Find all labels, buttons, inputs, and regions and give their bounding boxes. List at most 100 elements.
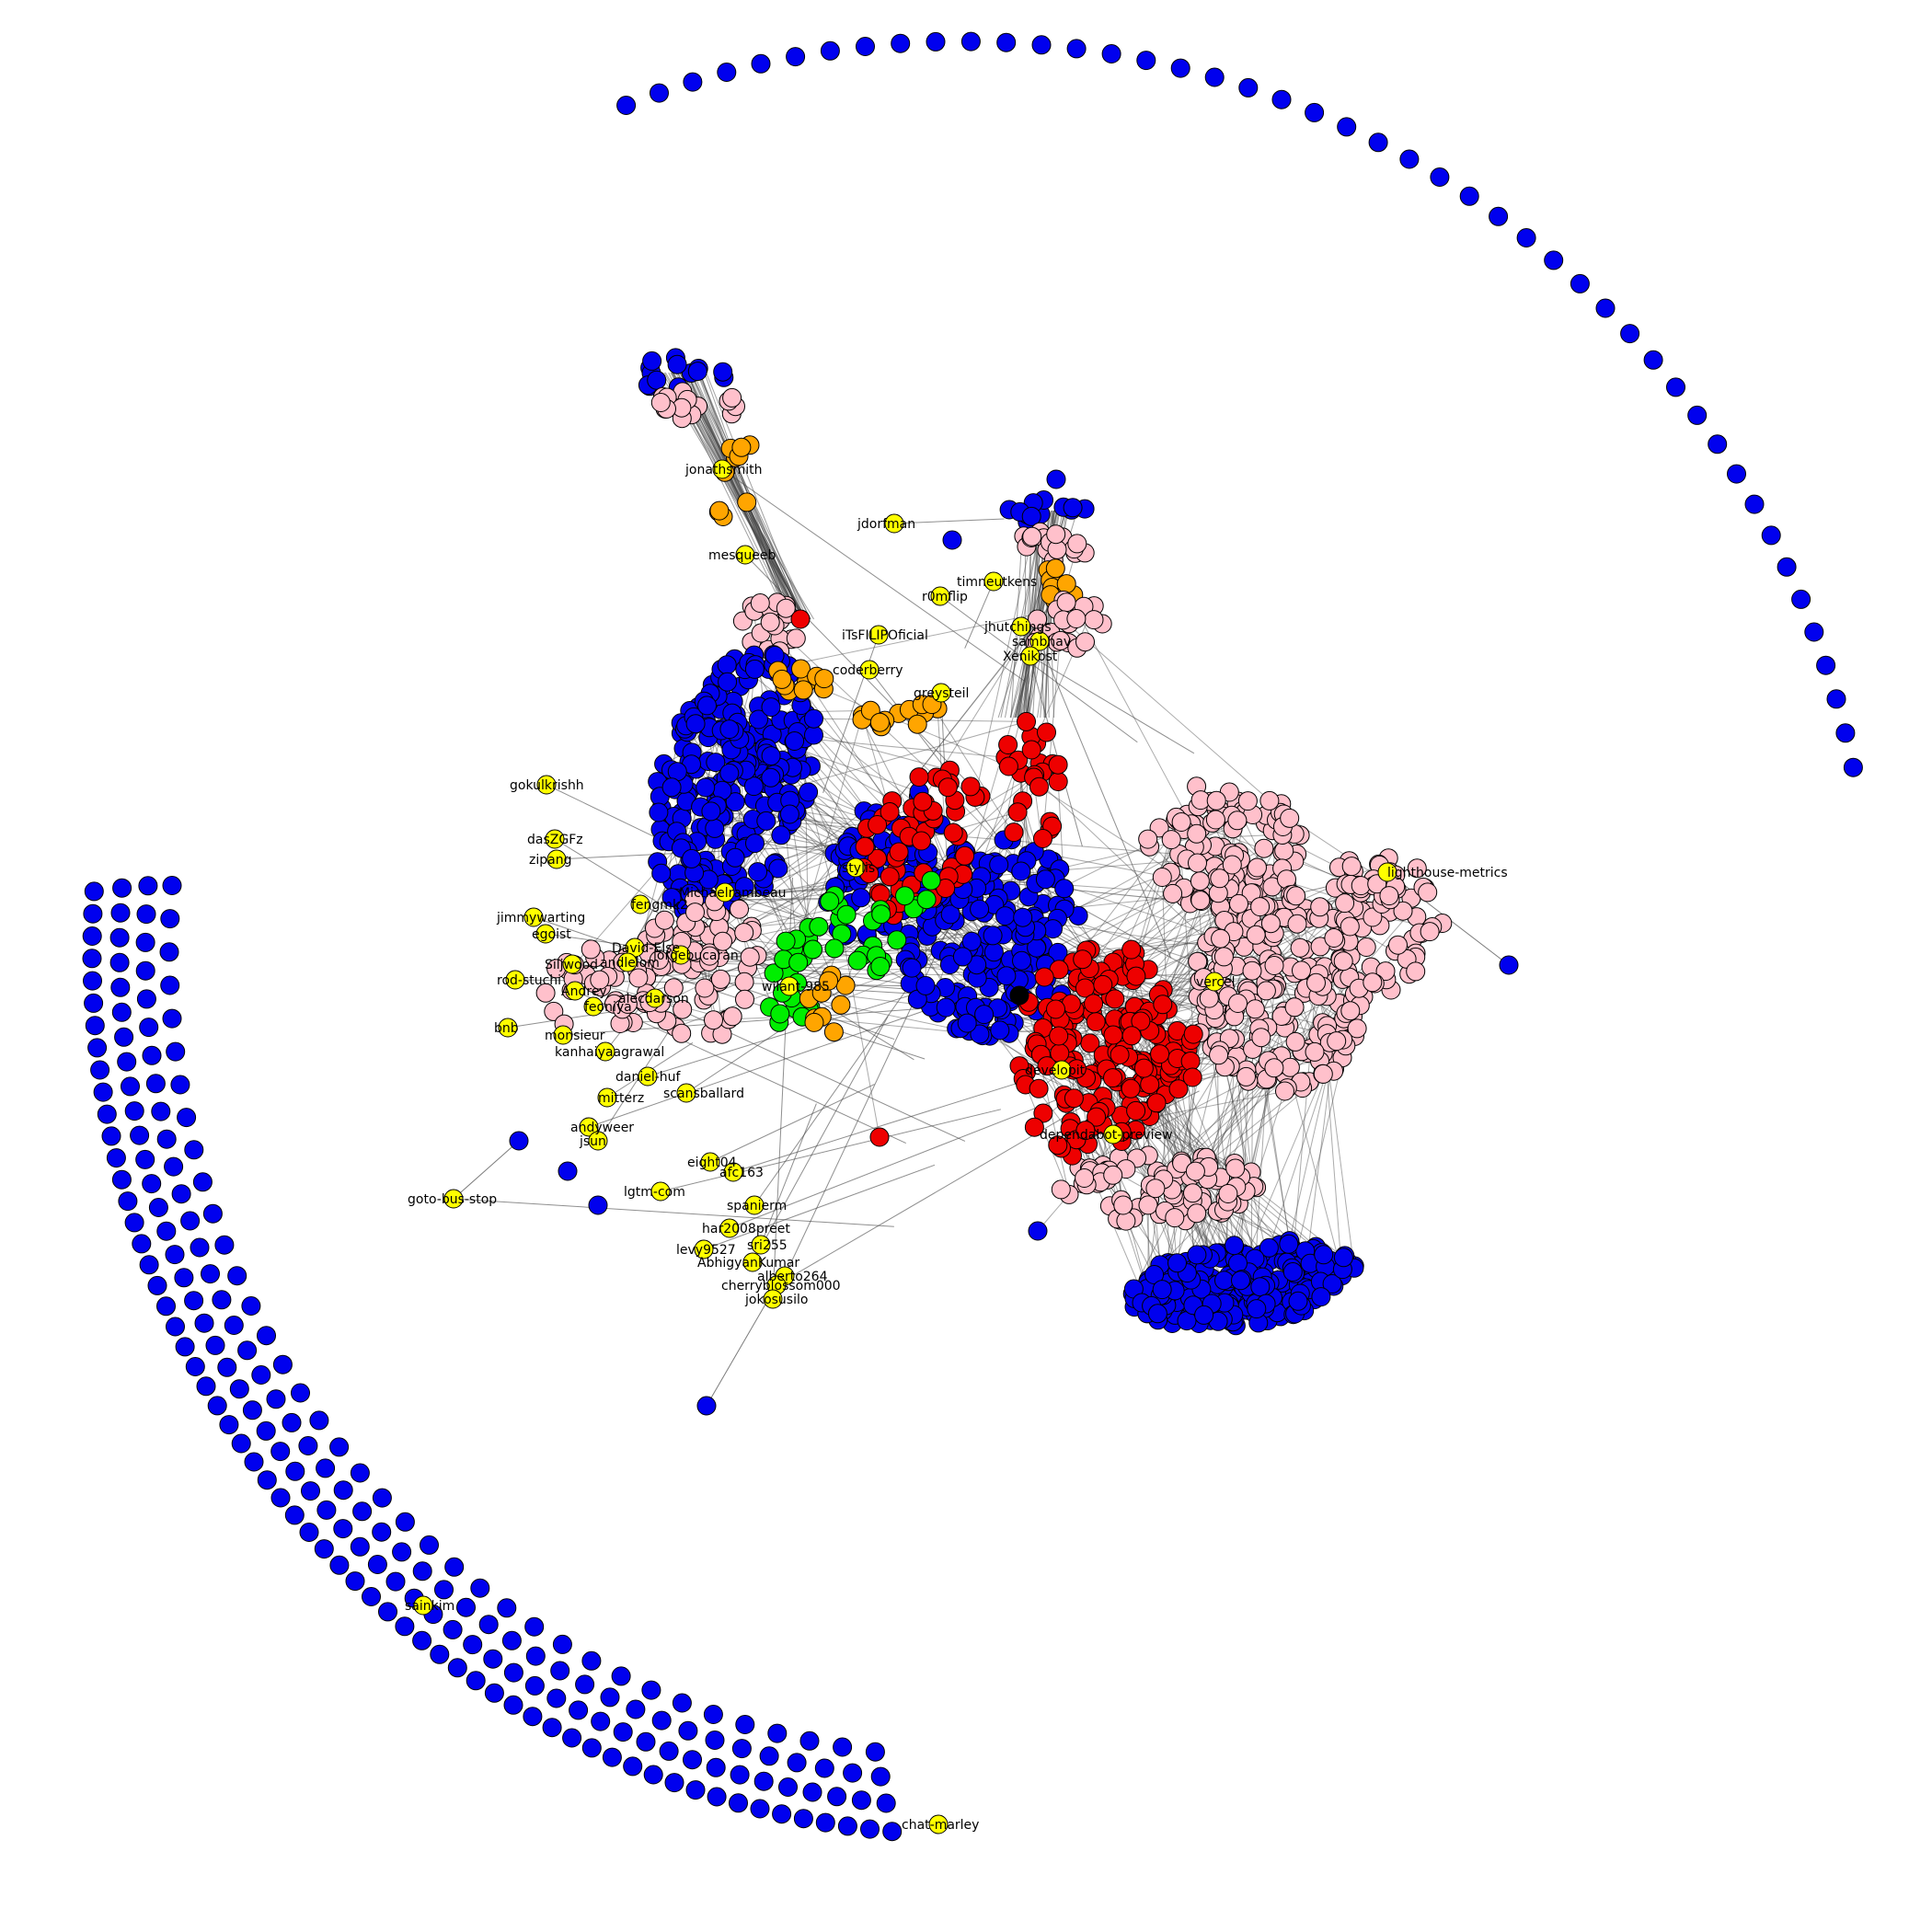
red-node xyxy=(1037,722,1056,742)
labelled-node xyxy=(535,924,556,944)
pink-node xyxy=(722,1006,742,1027)
pink-node xyxy=(695,978,715,998)
red-node xyxy=(1004,822,1024,843)
red-node xyxy=(1150,1044,1170,1064)
pink-node xyxy=(704,1010,723,1030)
blue-node xyxy=(611,1666,631,1686)
edge xyxy=(660,1109,1002,1192)
red-node xyxy=(1049,1026,1069,1046)
blue-node xyxy=(616,96,637,115)
pink-node xyxy=(1246,925,1266,945)
blue-node xyxy=(1288,1291,1308,1311)
blue-node xyxy=(329,1437,350,1457)
pink-node xyxy=(1152,868,1172,887)
blue-node xyxy=(117,1052,137,1072)
pink-node xyxy=(1138,1195,1158,1215)
pink-node xyxy=(1236,1066,1256,1087)
pink-node xyxy=(1228,994,1248,1013)
pink-node xyxy=(650,393,671,412)
blue-node xyxy=(82,926,102,946)
blue-node xyxy=(106,1148,126,1168)
blue-node xyxy=(196,1376,216,1397)
edge xyxy=(453,1140,520,1200)
pink-node xyxy=(1051,1179,1071,1200)
blue-node xyxy=(456,1597,476,1617)
node-label: har2008preet xyxy=(702,1222,790,1236)
red-node xyxy=(943,822,963,843)
blue-node xyxy=(109,927,130,948)
blue-node xyxy=(135,960,155,981)
edge xyxy=(776,1075,1134,1286)
orange-node xyxy=(819,971,839,991)
blue-node xyxy=(525,1646,546,1666)
blue-node xyxy=(1835,723,1856,743)
labelled-node xyxy=(1103,1124,1123,1144)
blue-node xyxy=(224,1316,244,1335)
blue-node xyxy=(214,1235,235,1255)
pink-node xyxy=(663,978,684,998)
pink-node xyxy=(1199,988,1219,1008)
blue-node xyxy=(385,1571,406,1592)
node-label: cherryblossom000 xyxy=(721,1279,841,1294)
blue-node xyxy=(957,1013,977,1033)
blue-node xyxy=(1204,67,1225,87)
pink-node xyxy=(1075,1168,1095,1188)
blue-node xyxy=(745,834,765,854)
pink-node xyxy=(1190,891,1211,911)
blue-node xyxy=(815,1812,835,1833)
labelled-node xyxy=(413,1595,433,1616)
blue-node xyxy=(718,672,738,692)
blue-node xyxy=(1012,950,1031,971)
blue-node xyxy=(395,1512,415,1532)
labelled-node xyxy=(645,988,665,1008)
blue-node xyxy=(478,1615,499,1635)
blue-node xyxy=(623,1756,643,1777)
green-node xyxy=(887,930,907,950)
blue-node xyxy=(1314,1245,1334,1265)
red-node xyxy=(1017,711,1036,731)
blue-node xyxy=(111,1002,132,1022)
blue-node xyxy=(430,1644,450,1664)
pink-node xyxy=(1251,1028,1271,1048)
blue-node xyxy=(661,888,682,908)
red-node xyxy=(1103,1025,1123,1045)
pink-node xyxy=(1248,857,1267,878)
edge xyxy=(588,1010,926,1128)
labelled-node xyxy=(523,907,544,927)
green-node xyxy=(803,939,822,960)
blue-node xyxy=(667,354,687,374)
blue-node xyxy=(257,1326,276,1346)
pink-node xyxy=(1379,886,1399,906)
edge xyxy=(744,554,974,789)
red-node xyxy=(1121,1078,1141,1098)
blue-node xyxy=(136,989,156,1009)
labelled-node xyxy=(1029,631,1050,651)
blue-node xyxy=(1489,206,1509,226)
node-label: zipang xyxy=(529,853,571,868)
blue-node xyxy=(217,1357,237,1377)
blue-node xyxy=(786,47,806,67)
blue-node xyxy=(412,1630,432,1650)
blue-node xyxy=(524,1616,545,1637)
node-label: lgtm-com xyxy=(624,1185,685,1200)
blue-node xyxy=(974,1005,995,1025)
labelled-node xyxy=(505,970,525,990)
blue-node xyxy=(314,1539,334,1559)
red-node xyxy=(855,836,875,857)
edge xyxy=(1246,1074,1324,1256)
blue-node xyxy=(799,782,819,802)
blue-node xyxy=(201,1264,220,1284)
red-node xyxy=(1048,754,1068,775)
node-label: dasZGFz xyxy=(527,833,583,847)
pink-node xyxy=(1190,871,1210,891)
blue-node xyxy=(177,1108,197,1128)
label-layer: jonathsmith mesqueeb jdorfman iTsFILIPOfici… xyxy=(405,463,1508,1833)
pink-node xyxy=(1056,592,1076,613)
labelled-node xyxy=(845,857,866,878)
red-node xyxy=(1084,994,1104,1014)
red-node xyxy=(1133,1058,1154,1078)
pink-node xyxy=(673,999,693,1019)
pink-node xyxy=(1341,857,1362,877)
orange-node xyxy=(907,714,927,734)
blue-node xyxy=(778,1777,798,1797)
